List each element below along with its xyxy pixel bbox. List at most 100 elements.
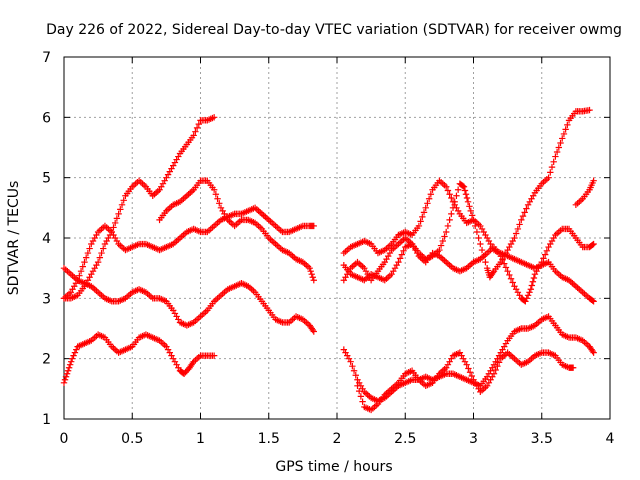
data-point (310, 222, 317, 230)
data-point (398, 251, 406, 258)
series-track-4 (60, 114, 218, 302)
data-point (427, 191, 435, 198)
data-point (310, 277, 317, 284)
data-point (506, 271, 513, 279)
data-point (81, 258, 88, 266)
data-point (454, 186, 462, 193)
data-point (524, 292, 532, 299)
data-point (63, 370, 71, 377)
series-track-3 (60, 331, 218, 386)
data-point (522, 298, 529, 305)
data-point (514, 225, 522, 233)
data-point (192, 128, 199, 135)
series-track-5 (156, 177, 317, 284)
data-point (518, 216, 525, 224)
y-tick-labels: 1 2 3 4 5 6 7 (42, 50, 51, 428)
y-tick-label: 5 (42, 171, 51, 187)
data-point (396, 255, 404, 262)
data-point (529, 278, 537, 285)
data-point (357, 393, 365, 400)
data-point (553, 148, 561, 156)
data-point (465, 365, 472, 372)
data-point (463, 361, 470, 368)
series-track-11 (354, 349, 577, 414)
data-point (460, 183, 468, 190)
x-tick-label: 2 (333, 431, 342, 447)
data-point (415, 222, 423, 230)
data-point (118, 201, 126, 209)
data-point (547, 169, 554, 176)
x-tick-labels: 0 0.5 1 1.5 2 2.5 3 3.5 4 (60, 431, 615, 447)
data-point (589, 297, 596, 304)
data-point (443, 183, 450, 190)
data-point (545, 174, 552, 181)
data-point (419, 213, 426, 221)
data-point (108, 228, 115, 236)
data-point (516, 221, 523, 228)
series-track-9 (572, 177, 597, 209)
data-point (420, 209, 428, 216)
data-point (446, 191, 453, 198)
data-point (444, 222, 452, 230)
data-point (210, 186, 218, 193)
data-point (562, 126, 569, 133)
x-tick-label: 1 (196, 431, 205, 447)
data-point (307, 267, 314, 275)
data-point (444, 187, 452, 194)
data-marks (60, 106, 597, 414)
data-point (400, 247, 407, 255)
data-point (461, 187, 469, 194)
data-point (77, 267, 85, 275)
data-point (557, 139, 564, 147)
data-point (216, 200, 223, 207)
data-point (443, 228, 450, 236)
data-point (424, 200, 431, 207)
data-point (98, 249, 105, 257)
series-track-1 (60, 204, 317, 302)
data-point (472, 222, 479, 230)
x-tick-label: 4 (606, 431, 615, 447)
data-point (115, 210, 122, 218)
data-point (64, 367, 72, 374)
data-point (100, 245, 107, 252)
data-point (468, 372, 475, 380)
data-point (507, 275, 515, 282)
data-point (480, 252, 487, 260)
data-point (425, 195, 433, 202)
data-point (195, 120, 202, 128)
x-tick-label: 3 (469, 431, 478, 447)
y-tick-label: 2 (42, 352, 51, 368)
data-point (350, 367, 358, 374)
data-point (466, 369, 474, 376)
data-point (459, 182, 467, 190)
data-point (60, 379, 68, 386)
data-point (210, 352, 218, 359)
data-point (451, 198, 458, 205)
series-track-10 (340, 313, 597, 405)
data-point (120, 197, 127, 204)
x-tick-label: 2.5 (394, 431, 416, 447)
data-point (214, 195, 221, 202)
y-tick-label: 3 (42, 291, 51, 307)
data-point (422, 204, 429, 212)
y-tick-label: 4 (42, 231, 51, 247)
data-point (111, 219, 119, 227)
data-point (473, 228, 481, 236)
data-point (359, 398, 366, 405)
data-point (193, 124, 201, 132)
data-point (94, 258, 102, 266)
data-point (509, 279, 516, 286)
data-point (82, 254, 90, 261)
data-point (502, 264, 510, 271)
data-point (446, 216, 453, 224)
data-point (492, 366, 499, 374)
chart-title: Day 226 of 2022, Sidereal Day-to-day VTE… (46, 22, 622, 38)
data-point (550, 158, 557, 166)
data-point (437, 242, 445, 249)
data-point (475, 234, 482, 242)
data-point (590, 298, 597, 305)
data-point (110, 224, 117, 231)
data-point (462, 191, 470, 198)
data-point (66, 361, 74, 368)
